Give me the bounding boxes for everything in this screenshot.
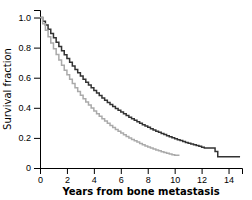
x-tick: 12 (197, 168, 207, 185)
x-tick-label: 6 (119, 175, 124, 185)
x-tick: 6 (119, 168, 124, 185)
x-tick: 0 (38, 168, 43, 185)
x-tick: 4 (92, 168, 97, 185)
x-tick-mark (175, 168, 176, 174)
x-tick-label: 4 (92, 175, 97, 185)
x-axis-line (41, 169, 243, 175)
y-tick-mark (34, 18, 40, 19)
y-tick: 0 (26, 163, 40, 173)
step-line (40, 18, 179, 156)
y-tick: 1.0 (18, 13, 40, 23)
x-tick-label: 12 (197, 175, 207, 185)
x-tick-label: 14 (224, 175, 234, 185)
x-tick-mark (202, 168, 203, 174)
y-tick-mark (34, 108, 40, 109)
x-tick-mark (121, 168, 122, 174)
y-tick: 0.4 (18, 103, 40, 113)
chart: 0 2 4 6 8 10 12 14 0 0.2 0.4 0.6 0.8 1.0 Years from bo… (0, 0, 252, 200)
x-tick-mark (67, 168, 68, 174)
x-axis: 0 2 4 6 8 10 12 14 (38, 168, 243, 185)
y-tick-mark (34, 78, 40, 79)
x-tick: 8 (146, 168, 151, 185)
y-tick-mark (34, 48, 40, 49)
y-tick: 0.8 (18, 43, 40, 53)
x-tick-label: 2 (65, 175, 70, 185)
x-tick-label: 8 (146, 175, 151, 185)
y-tick: 0.6 (18, 73, 40, 83)
y-tick-mark (34, 168, 40, 169)
y-axis: 0 0.2 0.4 0.6 0.8 1.0 (18, 11, 40, 174)
y-axis-title: Survival fraction (2, 48, 13, 130)
y-tick-label: 0 (26, 163, 31, 173)
y-tick-label: 0.6 (18, 73, 31, 83)
y-tick-label: 0.8 (18, 43, 31, 53)
y-tick-label: 1.0 (18, 13, 31, 23)
x-tick: 2 (65, 168, 70, 185)
x-axis-title: Years from bone metastasis (61, 186, 219, 197)
x-tick-label: 0 (38, 175, 43, 185)
x-tick: 10 (170, 168, 180, 185)
lines (40, 18, 239, 158)
x-tick-mark (148, 168, 149, 174)
x-tick: 14 (224, 168, 234, 185)
y-tick-mark (34, 138, 40, 139)
y-tick: 0.2 (18, 133, 40, 143)
y-tick-label: 0.2 (18, 133, 31, 143)
y-axis-line (34, 11, 41, 169)
step-line (40, 18, 239, 158)
x-tick-mark (94, 168, 95, 174)
plot: 0 2 4 6 8 10 12 14 0 0.2 0.4 0.6 0.8 1.0 (18, 11, 242, 186)
x-tick-mark (229, 168, 230, 174)
x-tick-label: 10 (170, 175, 180, 185)
y-tick-label: 0.4 (18, 103, 31, 113)
